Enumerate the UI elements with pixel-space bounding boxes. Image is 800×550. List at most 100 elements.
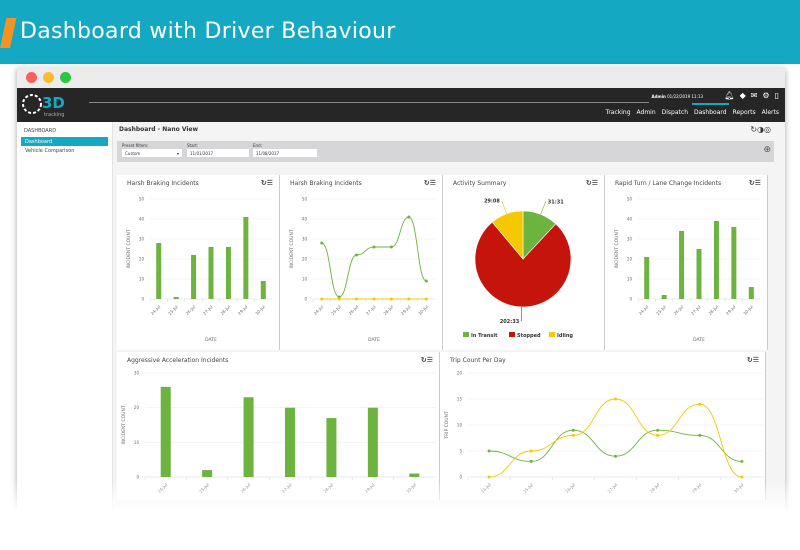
nav-tracking[interactable]: Tracking <box>605 109 631 116</box>
refresh-icon[interactable]: ↻ <box>750 125 758 134</box>
x-tick-label: 24-Jul <box>638 304 650 316</box>
pie-view-icon[interactable]: ◑ <box>757 125 765 134</box>
y-tick-label: 30 <box>627 237 633 242</box>
sidebar-item-dashboard[interactable]: Dashboard <box>21 137 108 146</box>
data-point <box>571 428 575 432</box>
data-point <box>389 297 393 301</box>
chart-svg: 010203024-Jul25-Jul26-Jul27-Jul28-Jul29-… <box>121 371 435 494</box>
legend-swatch <box>509 332 515 337</box>
maximize-window-button[interactable] <box>60 72 71 83</box>
x-tick-label: 29-Jul <box>400 304 412 316</box>
y-tick-label: 10 <box>627 277 633 282</box>
close-window-button[interactable] <box>26 72 37 83</box>
logo[interactable]: 3D tracking <box>22 92 77 118</box>
window-titlebar <box>17 67 785 88</box>
data-point <box>424 297 428 301</box>
menu-icon[interactable]: ☰ <box>429 179 436 187</box>
preset-filter-select[interactable]: Custom ▾ <box>122 149 182 157</box>
chart-title: Harsh Braking Incidents <box>290 180 362 187</box>
end-date-input[interactable]: 11/08/2017 <box>253 149 317 157</box>
data-point <box>571 433 575 437</box>
y-tick-label: 0 <box>141 297 144 302</box>
x-axis-label: DATE <box>205 337 217 343</box>
y-tick-label: 0 <box>459 475 462 480</box>
data-point <box>389 245 393 249</box>
y-tick-label: 30 <box>139 237 145 242</box>
x-tick-label: 28-Jul <box>219 304 231 316</box>
menu-icon[interactable]: ☰ <box>426 356 433 364</box>
chart-svg: 0 10 20 30 40 50 24-Jul 25-Jul 26-Jul 27-Jul 28-Ju… <box>126 197 272 343</box>
refresh-icon[interactable]: ↻ <box>746 356 753 364</box>
bell-icon[interactable]: 🔔︎ <box>724 91 735 100</box>
pie-data-label: 29:08 <box>484 199 500 205</box>
x-tick-label: 27-Jul <box>202 304 214 316</box>
envelope-icon[interactable]: ✉ <box>750 91 758 100</box>
y-axis-label: INCIDENT COUNT <box>289 229 295 268</box>
chart-card: Rapid Turn / Lane Change Incidents ↻☰ 0 10 2… <box>605 175 768 350</box>
tag-icon[interactable]: ◆ <box>739 91 746 100</box>
header-datetime: 01/22/2019 11:13 <box>667 94 703 99</box>
x-tick-label: 25-Jul <box>167 304 179 316</box>
nav-admin[interactable]: Admin <box>636 109 656 116</box>
data-point <box>355 297 359 301</box>
pie-data-label: 31:31 <box>548 199 564 205</box>
nav-dispatch[interactable]: Dispatch <box>661 109 688 116</box>
chart-svg: 0 10 20 30 40 50 24-Jul 25-Jul 26-Jul 27-Jul 28-Ju… <box>614 197 760 343</box>
x-tick-label: 28-Jul <box>707 304 719 316</box>
y-tick-label: 40 <box>302 217 308 222</box>
banner-title: Dashboard with Driver Behaviour <box>20 19 396 44</box>
menu-icon[interactable]: ☰ <box>591 179 598 187</box>
bar <box>243 397 254 477</box>
x-tick-label: 30-Jul <box>417 304 429 316</box>
series-line <box>489 398 743 478</box>
sidebar-item-vehicle-comparison[interactable]: Vehicle Comparison <box>25 148 75 154</box>
x-tick-label: 30-Jul <box>742 304 754 316</box>
refresh-icon[interactable]: ↻ <box>260 179 267 187</box>
nav-dashboard[interactable]: Dashboard <box>692 103 729 116</box>
start-date-input[interactable]: 11/01/2017 <box>187 149 249 157</box>
y-tick-label: 10 <box>139 277 145 282</box>
chart-title: Trip Count Per Day <box>450 357 506 364</box>
data-point <box>656 433 660 437</box>
refresh-icon[interactable]: ↻ <box>423 179 430 187</box>
chart-card: Harsh Braking Incidents ↻☰ 0 10 20 30 40 50 24-J… <box>117 175 280 350</box>
bar <box>696 249 702 299</box>
data-point <box>656 428 660 432</box>
bar <box>679 231 685 299</box>
refresh-icon[interactable]: ↻ <box>420 356 427 364</box>
start-label: Start: <box>187 143 199 148</box>
legend-label: Idling <box>557 333 573 339</box>
y-tick-label: 20 <box>134 405 140 410</box>
x-tick-label: 27-Jul <box>690 304 702 316</box>
nav-reports[interactable]: Reports <box>732 109 756 116</box>
phone-icon[interactable]: ▯ <box>774 91 779 100</box>
bar <box>191 255 197 299</box>
menu-icon[interactable]: ☰ <box>266 179 273 187</box>
refresh-icon[interactable]: ↻ <box>585 179 592 187</box>
x-tick-label: 25-Jul <box>655 304 667 316</box>
refresh-icon[interactable]: ↻ <box>748 179 755 187</box>
data-point <box>355 253 359 257</box>
y-tick-label: 20 <box>627 257 633 262</box>
add-filter-icon[interactable]: ⊕ <box>763 145 771 155</box>
data-point <box>487 449 491 453</box>
data-point <box>320 241 324 245</box>
menu-icon[interactable]: ☰ <box>754 179 761 187</box>
legend-label: In Transit <box>471 333 498 339</box>
y-tick-label: 50 <box>302 197 308 202</box>
menu-icon[interactable]: ☰ <box>752 356 759 364</box>
nav-alerts[interactable]: Alerts <box>761 109 779 116</box>
settings-icon[interactable]: ◎ <box>764 125 771 134</box>
minimize-window-button[interactable] <box>43 72 54 83</box>
data-point <box>407 215 411 219</box>
chart-card: Activity Summary ↻☰ 31:31 In Transit 202:33 S… <box>443 175 605 350</box>
data-point <box>698 433 702 437</box>
bar <box>409 473 420 477</box>
gear-icon[interactable]: ⚙ <box>762 91 770 100</box>
y-tick-label: 0 <box>304 297 307 302</box>
preset-filter-value: Custom <box>125 151 141 156</box>
bar <box>160 386 171 477</box>
header-divider <box>89 102 649 103</box>
y-tick-label: 0 <box>629 297 632 302</box>
data-point <box>529 449 533 453</box>
